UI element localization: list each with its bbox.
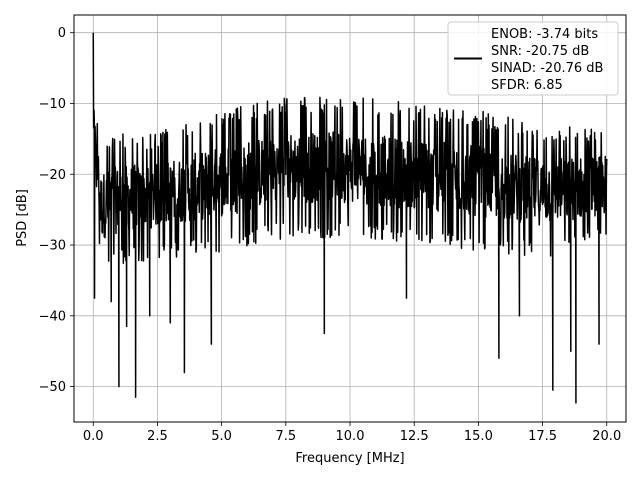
x-tick-label: 15.0 [464,429,493,444]
x-tick-label: 7.5 [275,429,296,444]
legend-snr: SNR: -20.75 dB [491,44,589,59]
y-tick-label: −50 [39,380,66,395]
legend-box [447,21,619,96]
x-tick-label: 5.0 [211,429,232,444]
y-tick-label: −10 [39,97,66,112]
psd-trace [92,32,608,404]
x-tick-label: 20.0 [592,429,621,444]
legend: ENOB: -3.74 bits SNR: -20.75 dB SINAD: -… [447,21,619,96]
y-tick-label: 0 [58,26,66,41]
x-tick-label: 0.0 [83,429,104,444]
legend-sinad: SINAD: -20.76 dB [491,61,603,76]
y-tick-label: −40 [39,309,66,324]
x-tick-label: 10.0 [336,429,365,444]
y-tick-label: −20 [39,168,66,183]
x-tick-label: 17.5 [528,429,557,444]
x-axis-label: Frequency [MHz] [295,451,404,466]
axis-ticks: 0.0 2.5 5.0 7.5 10.0 12.5 15.0 17.5 20.0 0 −10 −20 −… [39,26,622,444]
y-tick-label: −30 [39,239,66,254]
y-axis-label: PSD [dB] [15,189,30,247]
psd-series [92,32,608,404]
x-tick-label: 12.5 [400,429,429,444]
legend-enob: ENOB: -3.74 bits [491,27,598,42]
legend-sfdr: SFDR: 6.85 [491,78,563,93]
x-tick-label: 2.5 [147,429,168,444]
